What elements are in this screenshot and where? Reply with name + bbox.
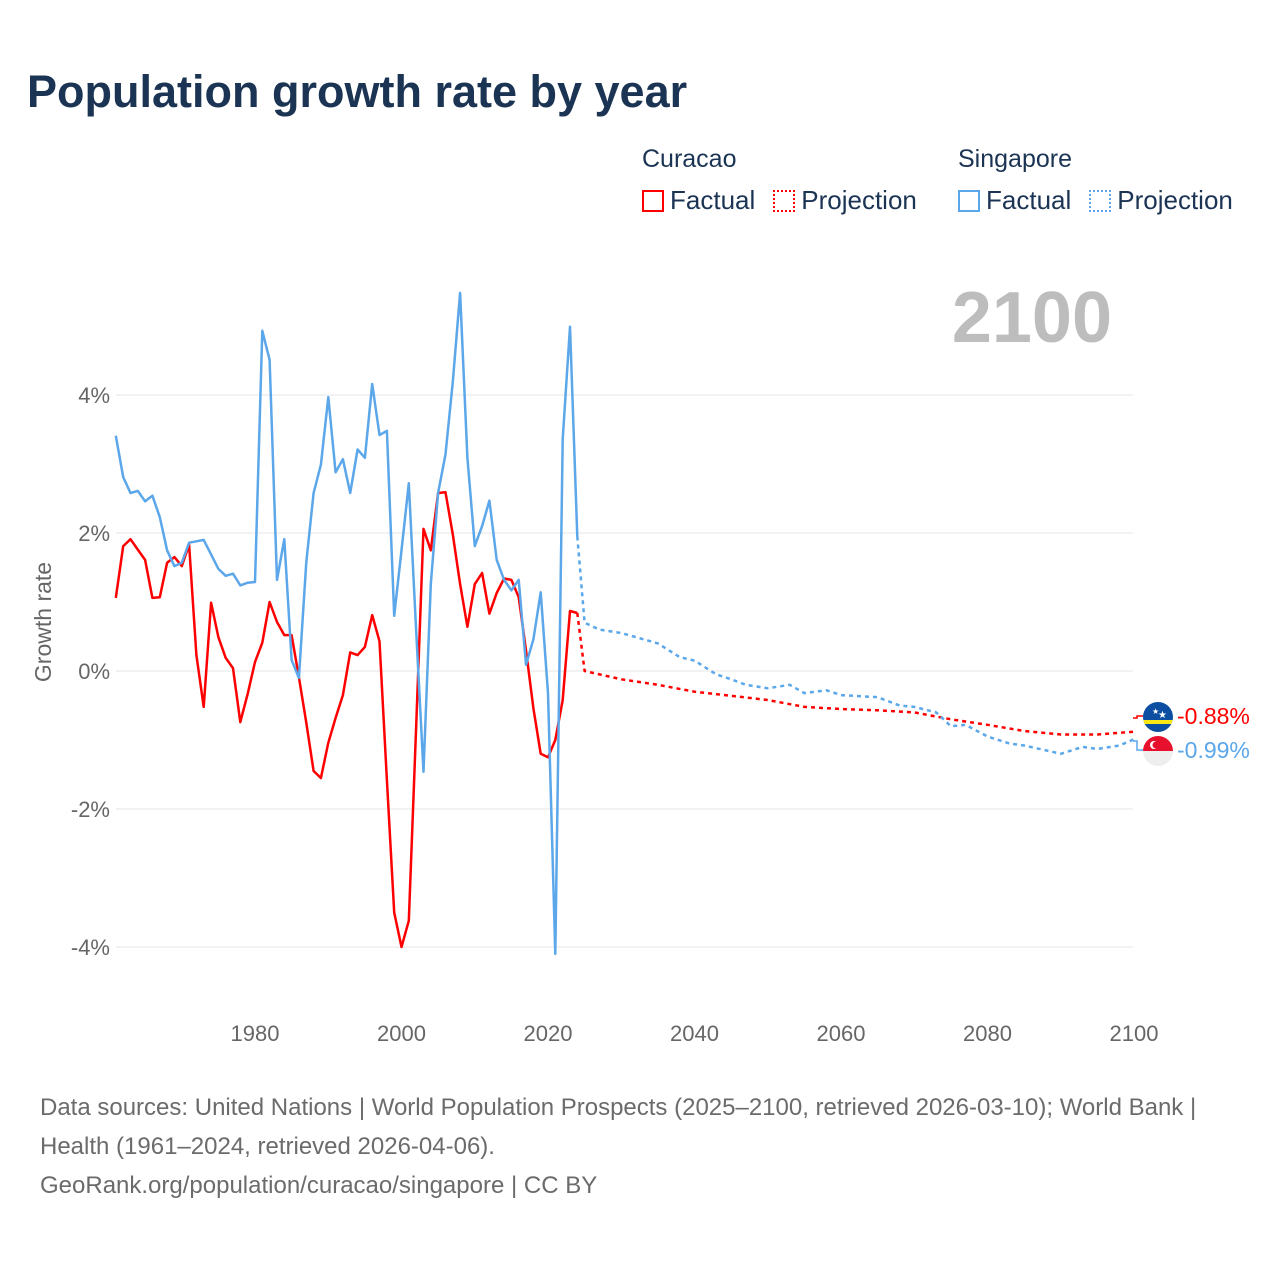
dotted-swatch-icon [773, 189, 796, 212]
svg-text:★: ★ [1158, 710, 1167, 721]
curacao-projection-line [576, 612, 1135, 736]
y-tick-label: 2% [78, 521, 110, 546]
curacao-connector [1133, 715, 1143, 719]
legend-singapore: Factual Projection [958, 185, 1233, 216]
singapore-projection-line [576, 536, 1135, 756]
solid-swatch-icon [958, 189, 980, 212]
legend-group-singapore-label: Singapore [958, 145, 1072, 173]
legend-item-singapore-projection[interactable]: Projection [1089, 185, 1233, 216]
chart-title: Population growth rate by year [27, 66, 688, 117]
x-tick-label: 2000 [377, 1021, 426, 1046]
svg-text:★: ★ [1152, 707, 1159, 716]
legend-label: Factual [670, 185, 756, 215]
year-watermark: 2100 [952, 278, 1112, 358]
y-axis-label: Growth rate [30, 562, 56, 682]
singapore-flag-icon [1143, 736, 1173, 766]
curacao-end-label: -0.88% [1177, 703, 1250, 729]
source-link[interactable]: GeoRank.org/population/curacao/singapore… [40, 1172, 598, 1199]
end-markers: ★★ -0.88% -0.99% [1133, 702, 1250, 766]
x-tick-label: 2060 [817, 1021, 866, 1046]
curacao-factual-line [114, 491, 578, 949]
sources-line: Data sources: United Nations | World Pop… [40, 1094, 1197, 1160]
x-tick-label: 2100 [1110, 1021, 1159, 1046]
y-tick-label: 4% [78, 383, 110, 408]
x-tick-label: 1980 [231, 1021, 280, 1046]
curacao-flag-icon: ★★ [1143, 702, 1173, 732]
legend-label: Projection [1117, 185, 1233, 215]
data-sources: Data sources: United Nations | World Pop… [40, 1088, 1240, 1205]
singapore-connector [1133, 740, 1143, 751]
singapore-factual-line [114, 291, 579, 956]
y-tick-label: -4% [71, 935, 110, 960]
singapore-end-label: -0.99% [1177, 737, 1250, 763]
legend-label: Projection [801, 185, 917, 215]
y-tick-label: -2% [71, 797, 110, 822]
legend-item-curacao-factual[interactable]: Factual [642, 185, 755, 216]
x-tick-label: 2080 [963, 1021, 1012, 1046]
legend-item-curacao-projection[interactable]: Projection [773, 185, 917, 216]
solid-swatch-icon [642, 189, 664, 212]
legend-item-singapore-factual[interactable]: Factual [958, 185, 1071, 216]
y-tick-label: 0% [78, 659, 110, 684]
x-tick-label: 2040 [670, 1021, 719, 1046]
x-tick-label: 2020 [524, 1021, 573, 1046]
legend-label: Factual [986, 185, 1072, 215]
legend-curacao: Factual Projection [642, 185, 917, 216]
dotted-swatch-icon [1089, 189, 1112, 212]
legend-group-curacao-label: Curacao [642, 145, 737, 173]
